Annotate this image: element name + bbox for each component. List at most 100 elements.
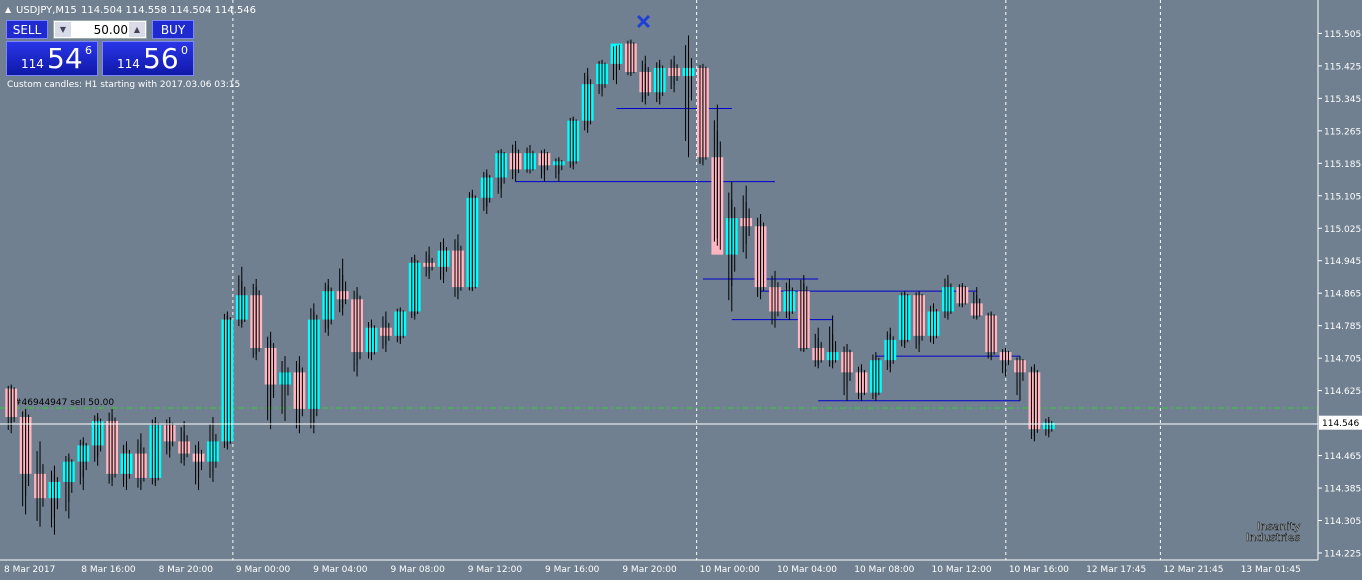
- h1-candle: [351, 287, 363, 377]
- h1-candle: [149, 417, 162, 487]
- close-marker-icon[interactable]: [636, 14, 651, 29]
- h1-candle: [653, 59, 666, 105]
- lots-input[interactable]: [74, 21, 130, 38]
- h1-candle: [797, 274, 810, 353]
- time-tick-label: 12 Mar 21:45: [1163, 565, 1223, 575]
- h1-candle: [423, 246, 436, 279]
- h1-candle: [538, 149, 551, 182]
- price-tick-label: 114.305: [1324, 517, 1361, 527]
- h1-candle: [192, 441, 205, 491]
- time-tick-label: 9 Mar 08:00: [390, 565, 445, 575]
- lots-increase-button[interactable]: ▲: [129, 22, 145, 37]
- watermark-text-2: Industries: [1246, 531, 1301, 544]
- buy-price-prefix: 114: [117, 57, 140, 71]
- price-tick-label: 115.425: [1324, 62, 1361, 72]
- h1-candle: [120, 441, 133, 491]
- h1-candle: [668, 55, 681, 93]
- h1-candle: [509, 140, 522, 182]
- h1-candle: [985, 311, 998, 361]
- h1-candle: [365, 319, 378, 361]
- h1-candle: [264, 331, 277, 430]
- h1-candle: [466, 189, 479, 292]
- h1-candle: [769, 270, 781, 328]
- buy-price-box[interactable]: 114 56 0: [102, 41, 194, 76]
- h1-candle: [134, 433, 147, 491]
- buy-button[interactable]: BUY: [152, 20, 194, 39]
- time-tick-label: 10 Mar 00:00: [700, 565, 760, 575]
- h1-candle: [552, 157, 565, 182]
- time-tick-label: 10 Mar 04:00: [777, 565, 837, 575]
- time-tick-label: 13 Mar 01:45: [1241, 565, 1301, 575]
- lots-decrease-button[interactable]: ▼: [55, 22, 71, 37]
- h1-candle: [480, 169, 493, 215]
- h1-candle: [379, 311, 392, 353]
- h1-candle: [913, 291, 926, 353]
- chart-ohlc: 114.504 114.558 114.504 114.546: [81, 5, 256, 16]
- price-tick-label: 114.705: [1324, 355, 1361, 365]
- sell-price-box[interactable]: 114 54 6: [6, 41, 98, 76]
- bid-price-box: [1319, 415, 1362, 430]
- h1-candle: [624, 39, 637, 77]
- h1-candle: [235, 266, 248, 328]
- h1-candle: [754, 214, 767, 300]
- h1-candle: [62, 453, 75, 519]
- time-tick-label: 8 Mar 20:00: [159, 565, 214, 575]
- custom-candles-label: Custom candles: H1 starting with 2017.03…: [7, 80, 240, 90]
- one-click-trading-panel: SELL ▼ ▲ BUY 114 54 6 114 56 0: [6, 20, 194, 76]
- price-tick-label: 114.465: [1324, 452, 1361, 462]
- h1-candle: [437, 238, 450, 284]
- time-tick-label: 9 Mar 04:00: [313, 565, 368, 575]
- price-tick-label: 114.865: [1324, 290, 1361, 300]
- h1-candle: [279, 356, 291, 422]
- h1-candle: [884, 327, 897, 373]
- h1-candle: [639, 55, 652, 105]
- h1-candle: [322, 279, 335, 336]
- h1-candle: [221, 311, 234, 450]
- h1-candle: [581, 67, 594, 133]
- h1-candle: [855, 364, 868, 401]
- sell-button[interactable]: SELL: [6, 20, 48, 39]
- time-tick-label: 10 Mar 16:00: [1009, 565, 1069, 575]
- h1-candle: [336, 258, 349, 316]
- price-tick-label: 114.625: [1324, 387, 1361, 397]
- time-tick-label: 8 Mar 16:00: [81, 565, 136, 575]
- price-tick-label: 114.945: [1324, 257, 1361, 267]
- h1-candle: [999, 348, 1012, 377]
- sell-price-prefix: 114: [21, 57, 44, 71]
- h1-candle: [452, 234, 464, 300]
- h1-candle: [740, 185, 753, 259]
- h1-candle: [5, 384, 18, 434]
- h1-candle: [682, 35, 695, 158]
- watermark-logo: Insanity Industries: [1246, 520, 1302, 545]
- chart-symbol: USDJPY,M15: [16, 5, 77, 16]
- price-tick-label: 115.105: [1324, 192, 1361, 202]
- order-label[interactable]: #46944947 sell 50.00: [14, 398, 114, 408]
- price-tick-label: 115.025: [1324, 225, 1361, 235]
- price-tick-label: 114.225: [1324, 550, 1361, 560]
- h1-candle: [567, 116, 580, 170]
- h1-candle: [697, 63, 709, 166]
- h1-candle: [927, 303, 940, 344]
- time-ticks: 8 Mar 2017 8 Mar 16:00 8 Mar 20:00 9 Mar 00…: [4, 565, 1301, 575]
- price-tick-label: 115.345: [1324, 95, 1361, 105]
- h1-candle: [394, 307, 407, 344]
- h1-candle: [869, 352, 882, 401]
- h1-candles: [5, 35, 1055, 535]
- h1-candle: [970, 287, 983, 320]
- lots-control: ▼ ▲: [53, 20, 147, 39]
- h1-candle: [1014, 356, 1026, 401]
- price-tick-label: 114.785: [1324, 322, 1361, 332]
- h1-candle: [207, 417, 219, 482]
- h1-candle: [1042, 417, 1055, 438]
- h1-candle: [250, 279, 263, 361]
- time-tick-label: 9 Mar 20:00: [622, 565, 677, 575]
- h1-candle: [495, 149, 508, 198]
- buy-price-big: 56: [143, 42, 179, 75]
- h1-candle: [725, 181, 738, 312]
- h1-candle: [711, 104, 724, 255]
- time-tick-label: 8 Mar 2017: [4, 565, 55, 575]
- h1-candle: [826, 315, 839, 369]
- h1-candle: [293, 356, 306, 434]
